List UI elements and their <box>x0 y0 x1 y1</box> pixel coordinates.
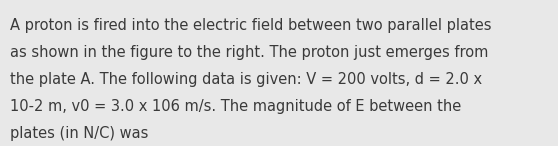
Text: as shown in the figure to the right. The proton just emerges from: as shown in the figure to the right. The… <box>10 45 488 60</box>
Text: plates (in N/C) was: plates (in N/C) was <box>10 126 148 141</box>
Text: the plate A. The following data is given: V = 200 volts, d = 2.0 x: the plate A. The following data is given… <box>10 72 482 87</box>
Text: A proton is fired into the electric field between two parallel plates: A proton is fired into the electric fiel… <box>10 18 492 33</box>
Text: 10-2 m, v0 = 3.0 x 106 m/s. The magnitude of E between the: 10-2 m, v0 = 3.0 x 106 m/s. The magnitud… <box>10 99 461 114</box>
